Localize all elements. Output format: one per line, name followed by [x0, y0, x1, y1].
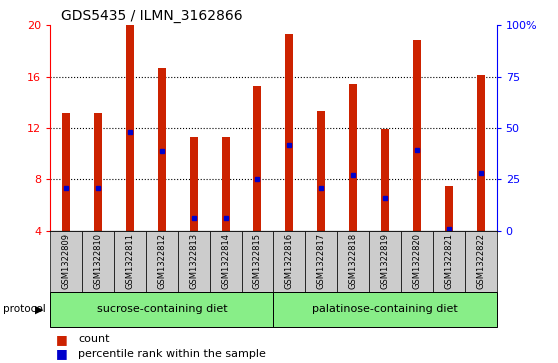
Text: GSM1322822: GSM1322822: [476, 233, 485, 289]
Text: GSM1322811: GSM1322811: [126, 233, 134, 289]
Bar: [222, 137, 229, 231]
Bar: [401, 231, 433, 292]
Text: GSM1322809: GSM1322809: [62, 233, 71, 289]
Bar: [210, 231, 242, 292]
Bar: [94, 113, 102, 231]
Bar: [190, 137, 198, 231]
Bar: [445, 185, 453, 231]
Bar: [413, 40, 421, 231]
Bar: [433, 231, 465, 292]
Bar: [50, 292, 273, 327]
Bar: [285, 34, 294, 231]
Bar: [381, 129, 389, 231]
Bar: [318, 111, 325, 231]
Text: ■: ■: [56, 347, 68, 360]
Bar: [178, 231, 210, 292]
Text: GSM1322814: GSM1322814: [221, 233, 230, 289]
Text: GSM1322819: GSM1322819: [381, 233, 389, 289]
Bar: [50, 231, 82, 292]
Bar: [273, 231, 305, 292]
Bar: [305, 231, 337, 292]
Text: GSM1322816: GSM1322816: [285, 233, 294, 289]
Bar: [465, 231, 497, 292]
Text: GSM1322820: GSM1322820: [412, 233, 421, 289]
Text: GSM1322813: GSM1322813: [189, 233, 198, 289]
Bar: [62, 113, 70, 231]
Text: GSM1322812: GSM1322812: [157, 233, 166, 289]
Text: GSM1322810: GSM1322810: [94, 233, 103, 289]
Bar: [126, 25, 134, 231]
Bar: [82, 231, 114, 292]
Text: ▶: ▶: [35, 305, 44, 314]
Text: percentile rank within the sample: percentile rank within the sample: [78, 349, 266, 359]
Bar: [146, 231, 178, 292]
Bar: [158, 68, 166, 231]
Text: ■: ■: [56, 333, 68, 346]
Text: GSM1322821: GSM1322821: [444, 233, 453, 289]
Bar: [337, 231, 369, 292]
Text: GDS5435 / ILMN_3162866: GDS5435 / ILMN_3162866: [61, 9, 243, 23]
Text: GSM1322817: GSM1322817: [317, 233, 326, 289]
Text: sucrose-containing diet: sucrose-containing diet: [97, 305, 227, 314]
Bar: [114, 231, 146, 292]
Text: palatinose-containing diet: palatinose-containing diet: [312, 305, 458, 314]
Bar: [242, 231, 273, 292]
Text: GSM1322818: GSM1322818: [349, 233, 358, 289]
Bar: [273, 292, 497, 327]
Bar: [349, 84, 357, 231]
Text: count: count: [78, 334, 109, 344]
Bar: [369, 231, 401, 292]
Bar: [477, 76, 485, 231]
Text: GSM1322815: GSM1322815: [253, 233, 262, 289]
Text: protocol: protocol: [3, 305, 46, 314]
Bar: [253, 86, 262, 231]
